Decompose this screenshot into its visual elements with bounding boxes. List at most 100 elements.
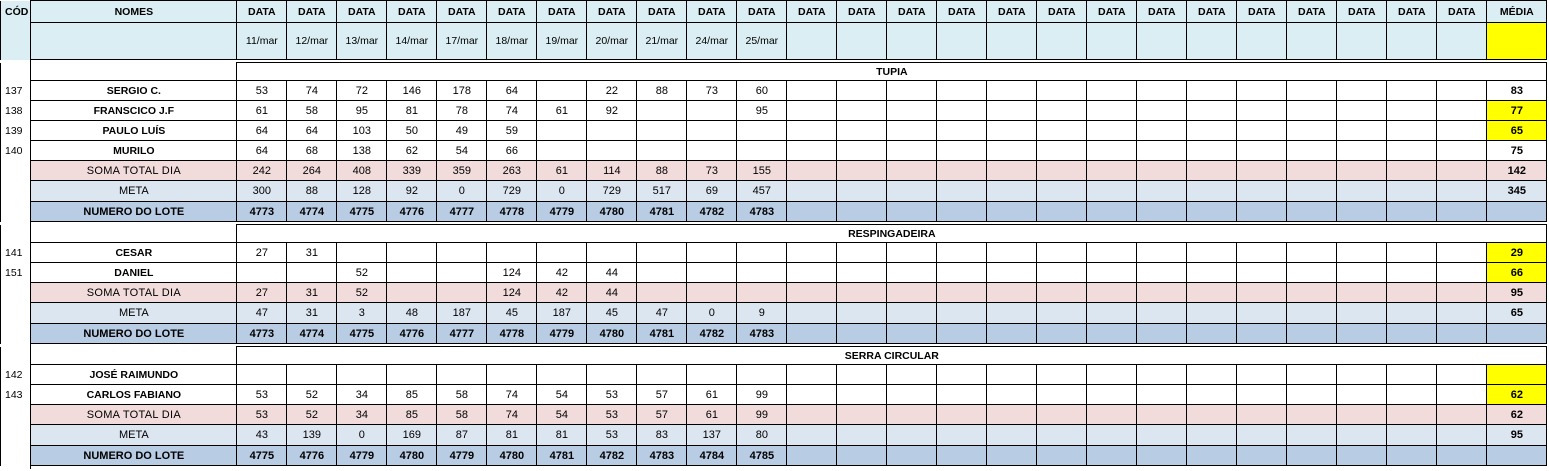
soma-value-cell[interactable]: 114 (586, 160, 638, 181)
value-cell-empty[interactable] (1436, 384, 1488, 405)
meta-value-empty[interactable] (1136, 302, 1188, 324)
soma-value-empty[interactable] (1186, 160, 1238, 181)
soma-value-empty[interactable] (1436, 404, 1488, 425)
value-cell-empty[interactable] (936, 120, 988, 141)
section-cod-blank[interactable] (0, 346, 32, 365)
value-cell-empty[interactable] (936, 262, 988, 283)
person-name[interactable]: SERGIO C. (30, 80, 238, 101)
value-cell-empty[interactable] (1336, 140, 1388, 161)
lote-value-cell[interactable]: 4776 (286, 445, 338, 466)
meta-value-empty[interactable] (1336, 302, 1388, 324)
value-cell-empty[interactable] (1336, 242, 1388, 263)
header-cod[interactable]: CÓD (0, 0, 32, 23)
meta-value-cell[interactable]: 187 (536, 302, 588, 324)
lote-value-cell[interactable]: 4784 (686, 445, 738, 466)
soma-value-cell[interactable]: 155 (736, 160, 788, 181)
value-cell-empty[interactable] (936, 242, 988, 263)
value-cell[interactable]: 95 (736, 100, 788, 121)
value-cell[interactable]: 74 (486, 100, 538, 121)
soma-value-cell[interactable]: 99 (736, 404, 788, 425)
value-cell-empty[interactable] (1386, 262, 1438, 283)
lote-value-empty[interactable] (1186, 323, 1238, 344)
date-cell-empty[interactable] (1086, 22, 1138, 60)
meta-value-empty[interactable] (1086, 180, 1138, 202)
meta-value-cell[interactable]: 139 (286, 424, 338, 446)
lote-label[interactable]: NUMERO DO LOTE (30, 201, 238, 222)
value-cell-empty[interactable] (836, 80, 888, 101)
section-title[interactable]: TUPIA (236, 62, 1548, 81)
soma-value-cell[interactable]: 264 (286, 160, 338, 181)
lote-value-empty[interactable] (836, 323, 888, 344)
value-cell-empty[interactable] (1036, 242, 1088, 263)
header-data[interactable]: DATA (1436, 0, 1488, 23)
lote-value-empty[interactable] (1086, 323, 1138, 344)
value-cell[interactable]: 146 (386, 80, 438, 101)
soma-value-empty[interactable] (1286, 404, 1338, 425)
value-cell[interactable]: 64 (236, 120, 288, 141)
meta-value-cell[interactable]: 92 (386, 180, 438, 202)
value-cell-empty[interactable] (1086, 364, 1138, 385)
value-cell-empty[interactable] (1336, 80, 1388, 101)
spacer-cod[interactable] (0, 221, 32, 225)
meta-value-empty[interactable] (1436, 180, 1488, 202)
meta-value-empty[interactable] (1186, 424, 1238, 446)
meta-value-empty[interactable] (1436, 302, 1488, 324)
value-cell-empty[interactable] (1036, 80, 1088, 101)
meta-value-cell[interactable]: 87 (436, 424, 488, 446)
person-name[interactable]: CARLOS FABIANO (30, 384, 238, 405)
lote-value-empty[interactable] (936, 445, 988, 466)
date-cell-empty[interactable] (1036, 22, 1088, 60)
section-title[interactable]: SERRA CIRCULAR (236, 346, 1548, 365)
meta-value-empty[interactable] (886, 424, 938, 446)
lote-value-cell[interactable]: 4783 (636, 445, 688, 466)
value-cell[interactable]: 95 (336, 100, 388, 121)
value-cell-empty[interactable] (1186, 100, 1238, 121)
value-cell[interactable]: 81 (386, 100, 438, 121)
header-data[interactable]: DATA (836, 0, 888, 23)
person-name[interactable]: DANIEL (30, 262, 238, 283)
header-data[interactable]: DATA (1386, 0, 1438, 23)
header-data[interactable]: DATA (636, 0, 688, 23)
value-cell[interactable]: 88 (636, 80, 688, 101)
meta-value-empty[interactable] (936, 180, 988, 202)
value-cell[interactable]: 58 (436, 384, 488, 405)
lote-value-cell[interactable]: 4778 (486, 323, 538, 344)
meta-value-empty[interactable] (786, 302, 838, 324)
meta-value-empty[interactable] (836, 302, 888, 324)
lote-value-cell[interactable]: 4777 (436, 323, 488, 344)
soma-value-empty[interactable] (1286, 160, 1338, 181)
media-cell[interactable]: 29 (1486, 242, 1548, 263)
value-cell-empty[interactable] (886, 384, 938, 405)
lote-value-empty[interactable] (836, 201, 888, 222)
value-cell-empty[interactable] (1086, 120, 1138, 141)
header-data[interactable]: DATA (786, 0, 838, 23)
value-cell[interactable] (636, 262, 688, 283)
value-cell[interactable]: 42 (536, 262, 588, 283)
person-name[interactable]: PAULO LUÍS (30, 120, 238, 141)
soma-value-cell[interactable]: 61 (686, 404, 738, 425)
meta-value-cell[interactable]: 9 (736, 302, 788, 324)
soma-value-cell[interactable]: 57 (636, 404, 688, 425)
value-cell-empty[interactable] (1186, 262, 1238, 283)
value-cell[interactable]: 72 (336, 80, 388, 101)
meta-cod-blank[interactable] (0, 302, 32, 324)
date-cell-empty[interactable] (1186, 22, 1238, 60)
lote-value-cell[interactable]: 4782 (686, 323, 738, 344)
soma-value-empty[interactable] (786, 404, 838, 425)
lote-value-cell[interactable]: 4775 (336, 323, 388, 344)
lote-value-cell[interactable]: 4780 (586, 323, 638, 344)
value-cell[interactable] (586, 140, 638, 161)
value-cell-empty[interactable] (986, 100, 1038, 121)
header-data[interactable]: DATA (236, 0, 288, 23)
soma-value-cell[interactable]: 53 (236, 404, 288, 425)
lote-value-empty[interactable] (1186, 201, 1238, 222)
value-cell[interactable]: 60 (736, 80, 788, 101)
value-cell[interactable] (236, 364, 288, 385)
value-cell[interactable]: 61 (536, 100, 588, 121)
value-cell-empty[interactable] (786, 364, 838, 385)
date-cell[interactable]: 20/mar (586, 22, 638, 60)
soma-value-empty[interactable] (936, 282, 988, 303)
date-cell[interactable]: 19/mar (536, 22, 588, 60)
lote-value-empty[interactable] (1386, 201, 1438, 222)
meta-value-empty[interactable] (986, 424, 1038, 446)
